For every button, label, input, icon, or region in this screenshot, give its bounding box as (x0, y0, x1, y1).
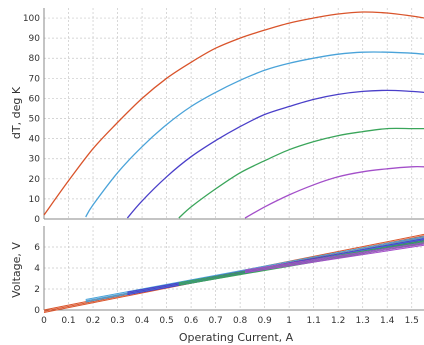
x-axis-label: Operating Current, A (179, 331, 294, 344)
x-tick-label: 0.9 (257, 316, 272, 326)
top-series-line-3 (178, 127, 424, 219)
x-tick-label: 0.8 (233, 316, 248, 326)
top-y-tick-label: 60 (29, 94, 41, 104)
x-tick-label: 0.1 (61, 316, 75, 326)
top-y-tick-label: 100 (23, 14, 40, 24)
top-y-tick-label: 70 (29, 74, 41, 84)
top-series-line-1 (85, 51, 424, 218)
x-tick-label: 0.2 (86, 316, 100, 326)
bottom-series-line-4 (244, 243, 424, 272)
x-ticks: 0 0.1 0.2 0.3 0.4 0.5 0.6 0.7 0.8 0.9 1 1.1 1.2 1.3 1.… (41, 316, 419, 326)
top-panel-y-ticks: 0 10 20 30 40 50 60 70 80 90 100 (23, 14, 40, 225)
top-panel-series (43, 11, 424, 219)
top-y-tick-label: 20 (29, 175, 41, 185)
top-y-axis-label: dT, deg K (10, 86, 23, 139)
top-panel-grid (43, 8, 424, 220)
bottom-series-line-4 (244, 242, 424, 271)
top-series-line-4 (244, 165, 424, 219)
top-y-tick-label: 10 (29, 195, 41, 205)
top-y-tick-label: 0 (34, 215, 40, 225)
top-series-line-2 (126, 89, 424, 219)
x-tick-label: 0.5 (159, 316, 173, 326)
top-y-tick-label: 50 (29, 115, 41, 125)
x-tick-label: 1.1 (307, 316, 321, 326)
top-y-tick-label: 40 (29, 135, 41, 145)
bottom-y-tick-label: 4 (34, 264, 40, 274)
bottom-panel-y-ticks: 0 2 4 6 (34, 243, 40, 316)
x-tick-label: 0.3 (110, 316, 124, 326)
bottom-y-axis-label: Voltage, V (10, 242, 23, 298)
bottom-series-line-4 (244, 244, 424, 274)
bottom-panel-series (43, 233, 424, 313)
x-tick-label: 0.4 (135, 316, 150, 326)
x-tick-label: 0.7 (208, 316, 222, 326)
bottom-panel-grid (43, 226, 424, 311)
bottom-y-tick-label: 0 (34, 306, 40, 316)
top-y-tick-label: 80 (29, 54, 41, 64)
x-tick-label: 1.4 (380, 316, 395, 326)
top-y-tick-label: 90 (29, 34, 41, 44)
bottom-y-tick-label: 2 (34, 285, 40, 295)
x-tick-label: 0.6 (184, 316, 199, 326)
x-tick-label: 1.5 (405, 316, 419, 326)
top-series-line-0 (43, 11, 424, 216)
x-tick-label: 0 (41, 316, 47, 326)
top-y-tick-label: 30 (29, 155, 41, 165)
x-tick-label: 1.2 (331, 316, 345, 326)
x-tick-label: 1.3 (356, 316, 370, 326)
bottom-y-tick-label: 6 (34, 243, 40, 253)
x-tick-label: 1 (286, 316, 292, 326)
